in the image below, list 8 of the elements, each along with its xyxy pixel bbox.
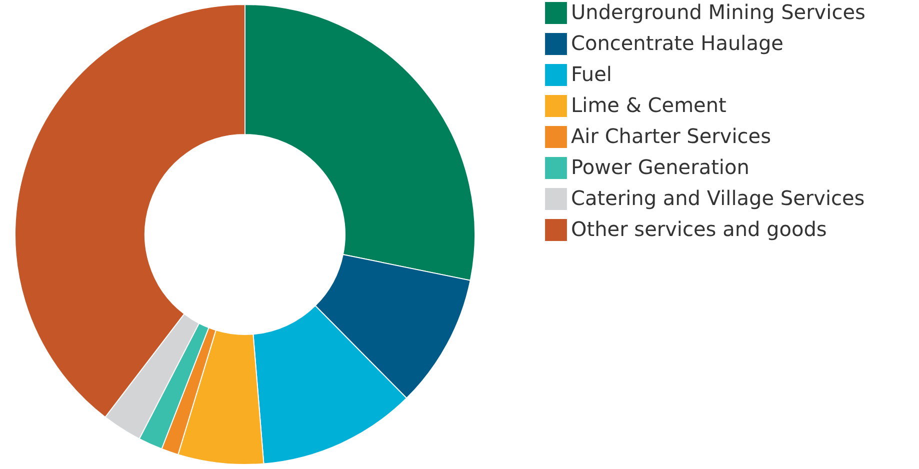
legend-label: Underground Mining Services [571, 0, 866, 24]
legend-label: Concentrate Haulage [571, 31, 784, 55]
legend-label: Power Generation [571, 155, 750, 179]
legend-label: Other services and goods [571, 217, 827, 241]
legend-label: Air Charter Services [571, 124, 771, 148]
legend-label: Lime & Cement [571, 93, 727, 117]
legend-label: Catering and Village Services [571, 186, 865, 210]
legend-label: Fuel [571, 62, 612, 86]
